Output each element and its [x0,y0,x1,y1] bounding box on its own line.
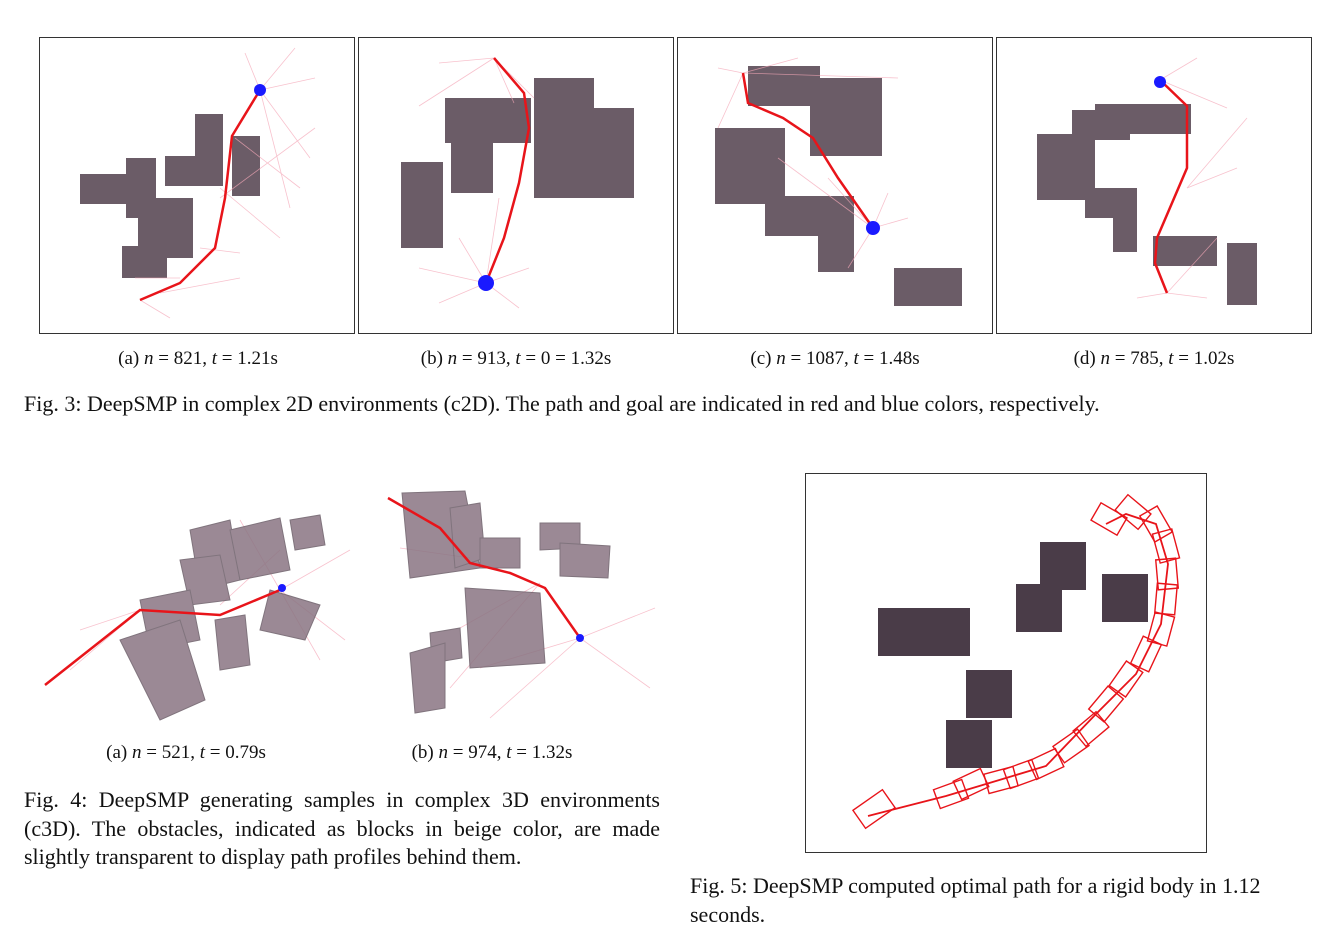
obstacles [401,78,634,248]
rigid-body-poses [851,493,1181,830]
fig3-panel-d [996,37,1312,334]
fig3-subcaption-c: (c) n = 1087, t = 1.48s [750,348,920,369]
obstacles [878,542,1148,768]
fig3d-plot [1037,57,1257,305]
obstacles [119,514,326,721]
sublabel: (b) [420,348,443,369]
path [484,57,531,284]
path [387,496,582,639]
fig3-subcaption-d: (d) n = 785, t = 1.02s [1073,348,1235,369]
fig3b-plot [401,57,634,309]
n-value: 521 [161,742,191,763]
sample-tree [717,57,909,269]
path [139,89,262,302]
fig5-panel [805,473,1207,853]
sublabel: (a) [106,742,128,763]
goal-marker [576,634,584,642]
t-value: 1.21s [237,348,278,369]
fig4-subcaption-a: (a) n = 521, t = 0.79s [106,742,266,763]
goal-marker [1154,76,1166,88]
t-value: 1.32s [531,742,573,763]
fig3-panel-a [39,37,355,334]
fig3-subcaption-a: (a) n = 821, t = 1.21s [118,348,278,369]
path [44,588,281,686]
obstacles [80,114,260,278]
fig5-caption: Fig. 5: DeepSMP computed optimal path fo… [690,873,1261,927]
obstacles [1037,104,1257,305]
sublabel: (d) [1073,348,1096,369]
sample-tree [135,47,316,319]
fig5-plot [851,493,1181,830]
goal-marker [278,584,286,592]
n-value: 821 [173,348,203,369]
sublabel: (b) [411,742,434,763]
t-value: 0.79s [225,742,266,763]
t-value: 0 = 1.32s [540,348,612,369]
goal-marker [866,221,880,235]
path [741,72,875,229]
t-value: 1.48s [878,348,920,369]
path [1153,79,1189,294]
sublabel: (c) [750,348,772,369]
fig4-panel-b [380,488,660,728]
fig4-subcaption-b: (b) n = 974, t = 1.32s [411,742,573,763]
goal-marker [478,275,494,291]
n-value: 974 [468,742,497,763]
fig4-caption: Fig. 4: DeepSMP generating samples in co… [24,787,660,870]
sample-tree [1136,57,1248,299]
sample-tree [418,57,535,309]
obstacles [715,66,962,306]
fig3-caption: Fig. 3: DeepSMP in complex 2D environmen… [24,391,1100,416]
t-value: 1.02s [1193,348,1235,369]
n-value: 913 [477,348,506,369]
n-value: 1087 [805,348,844,369]
fig3-panel-c [677,37,993,334]
fig3-subcaption-b: (b) n = 913, t = 0 = 1.32s [420,348,612,369]
fig4a-plot [44,514,351,721]
fig3-panel-b [358,37,674,334]
fig3c-plot [715,57,962,306]
fig3a-plot [80,47,316,319]
n-value: 785 [1130,348,1159,369]
obstacles [401,490,611,714]
goal-marker [254,84,266,96]
fig4-panel-a [40,490,360,730]
sublabel: (a) [118,348,140,369]
fig4b-plot [387,490,656,719]
